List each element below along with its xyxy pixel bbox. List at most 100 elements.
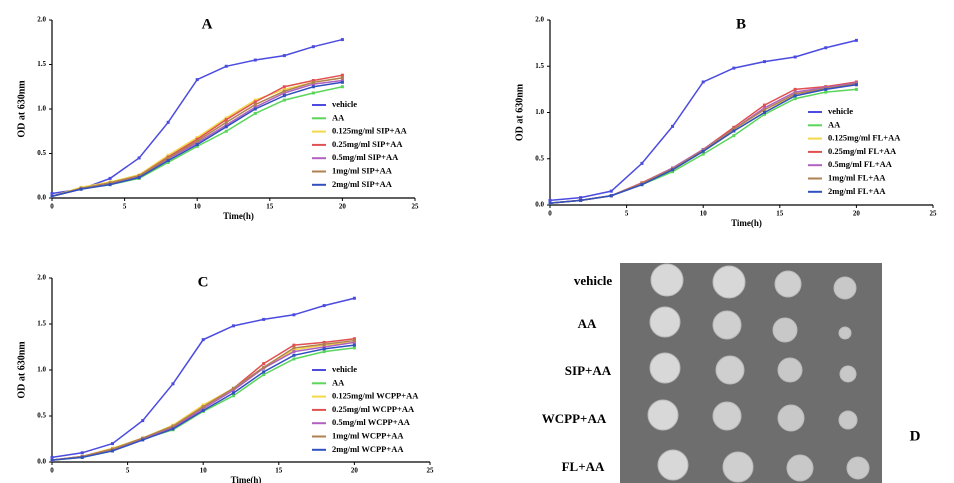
legend-label: 0.25mg/ml FL+AA bbox=[828, 146, 897, 156]
data-point bbox=[262, 370, 266, 374]
data-point bbox=[609, 189, 613, 193]
legend-label: 0.5mg/ml WCPP+AA bbox=[332, 417, 411, 427]
data-point bbox=[110, 449, 114, 453]
y-tick-label: 1.5 bbox=[37, 60, 46, 68]
data-point bbox=[166, 156, 170, 160]
x-tick-label: 0 bbox=[50, 467, 54, 475]
y-axis-label: OD at 630nm bbox=[16, 341, 27, 399]
data-point bbox=[79, 187, 83, 191]
y-tick-label: 0.5 bbox=[37, 149, 46, 157]
data-point bbox=[322, 347, 326, 351]
data-point bbox=[282, 98, 286, 102]
data-point bbox=[80, 451, 84, 455]
x-tick-label: 20 bbox=[351, 467, 359, 475]
data-point bbox=[732, 125, 736, 129]
data-point bbox=[282, 91, 286, 95]
colonies bbox=[647, 263, 870, 483]
data-point bbox=[231, 391, 235, 395]
data-point bbox=[137, 156, 141, 160]
plate-photo bbox=[620, 263, 882, 483]
y-tick-label: 0.0 bbox=[37, 458, 46, 466]
data-point bbox=[311, 45, 315, 49]
x-tick-label: 15 bbox=[275, 467, 283, 475]
x-tick-label: 5 bbox=[126, 467, 130, 475]
data-point bbox=[793, 92, 797, 96]
data-point bbox=[548, 201, 552, 205]
legend-label: AA bbox=[332, 377, 345, 387]
data-point bbox=[166, 153, 170, 157]
panel-title: C bbox=[198, 274, 209, 290]
data-point bbox=[253, 103, 257, 107]
x-tick-label: 10 bbox=[194, 203, 202, 211]
data-point bbox=[282, 87, 286, 91]
data-point bbox=[253, 107, 257, 111]
data-point bbox=[201, 407, 205, 411]
panel-label: D bbox=[910, 428, 921, 444]
legend-label: 1mg/ml FL+AA bbox=[828, 172, 886, 182]
data-point bbox=[352, 339, 356, 343]
legend-label: vehicle bbox=[332, 364, 357, 374]
data-point bbox=[231, 386, 235, 390]
data-point bbox=[292, 313, 296, 317]
data-point bbox=[311, 79, 315, 83]
data-point bbox=[50, 192, 54, 196]
x-tick-label: 10 bbox=[200, 467, 208, 475]
data-point bbox=[201, 403, 205, 407]
data-point bbox=[201, 405, 205, 409]
legend-label: AA bbox=[332, 112, 345, 122]
data-point bbox=[322, 304, 326, 308]
y-tick-label: 0.5 bbox=[535, 154, 544, 162]
data-point bbox=[292, 346, 296, 350]
data-point bbox=[854, 83, 858, 87]
series-line bbox=[549, 83, 857, 204]
legend-label: 1mg/ml SIP+AA bbox=[332, 165, 393, 175]
y-tick-label: 1.5 bbox=[535, 62, 544, 70]
data-point bbox=[854, 38, 858, 42]
data-point bbox=[762, 60, 766, 64]
x-tick-label: 5 bbox=[625, 210, 629, 218]
data-point bbox=[231, 324, 235, 328]
y-tick-label: 2.0 bbox=[535, 16, 544, 24]
data-point bbox=[671, 168, 675, 172]
data-point bbox=[292, 348, 296, 352]
data-point bbox=[166, 120, 170, 124]
data-point bbox=[322, 342, 326, 346]
data-point bbox=[201, 338, 205, 342]
series-line bbox=[51, 297, 355, 459]
data-point bbox=[793, 87, 797, 91]
x-axis-label: Time(h) bbox=[231, 475, 262, 483]
panel-title: B bbox=[736, 16, 746, 32]
data-point bbox=[50, 455, 54, 459]
data-point bbox=[224, 125, 228, 129]
data-point bbox=[322, 345, 326, 349]
data-point bbox=[824, 46, 828, 50]
data-point bbox=[762, 112, 766, 116]
data-point bbox=[311, 85, 315, 89]
data-point bbox=[824, 90, 828, 94]
data-point bbox=[171, 382, 175, 386]
y-axis-label: OD at 630nm bbox=[514, 83, 525, 141]
x-tick-label: 20 bbox=[853, 210, 861, 218]
y-tick-label: 1.0 bbox=[37, 105, 46, 113]
y-tick-label: 0.0 bbox=[535, 201, 544, 209]
x-tick-label: 25 bbox=[427, 467, 435, 475]
data-point bbox=[824, 87, 828, 91]
legend-label: 2mg/ml FL+AA bbox=[828, 186, 886, 196]
data-point bbox=[292, 343, 296, 347]
data-point bbox=[195, 144, 199, 148]
data-point bbox=[671, 170, 675, 174]
data-point bbox=[579, 198, 583, 202]
data-point bbox=[548, 198, 552, 202]
data-point bbox=[609, 194, 613, 198]
data-point bbox=[282, 94, 286, 98]
data-point bbox=[640, 183, 644, 187]
data-point bbox=[253, 100, 257, 104]
data-point bbox=[224, 129, 228, 133]
row-label: AA bbox=[578, 316, 597, 331]
series-line bbox=[51, 341, 355, 461]
data-point bbox=[224, 118, 228, 122]
data-point bbox=[282, 85, 286, 89]
legend-label: 2mg/ml WCPP+AA bbox=[332, 444, 404, 454]
data-point bbox=[253, 105, 257, 109]
